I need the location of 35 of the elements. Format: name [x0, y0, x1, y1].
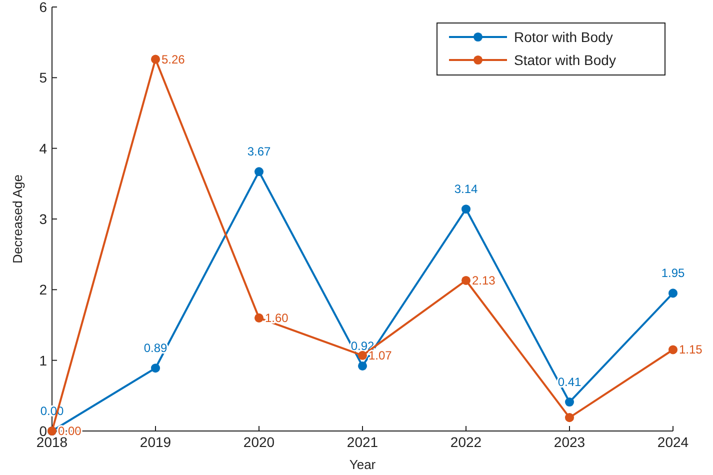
- point: [668, 345, 678, 354]
- point: [150, 54, 160, 64]
- y-tick-label: 3: [39, 211, 48, 227]
- y-tick-label: 2: [39, 282, 48, 298]
- y-tick-label: 5: [39, 70, 48, 86]
- data-label: 3.67: [247, 144, 271, 159]
- point: [564, 398, 574, 407]
- point: [461, 204, 471, 214]
- data-label: 1.95: [661, 266, 685, 280]
- y-tick-label: 6: [39, 0, 48, 15]
- point: [150, 364, 160, 373]
- point: [564, 413, 574, 422]
- x-tick-label: 2023: [554, 434, 586, 450]
- x-tick-label: 2019: [140, 434, 172, 450]
- legend-label: Stator with Body: [514, 52, 616, 68]
- point: [358, 361, 368, 370]
- x-tick-label: 2024: [657, 434, 689, 450]
- x-tick-label: 2021: [346, 434, 378, 450]
- point: [254, 313, 264, 322]
- point: [358, 350, 368, 360]
- x-tick-label: 2020: [243, 434, 275, 450]
- y-tick-label: 1: [39, 352, 48, 368]
- data-label: 3.14: [454, 182, 478, 196]
- data-label: 1.15: [679, 342, 703, 357]
- point: [461, 276, 471, 285]
- y-axis-title: Decreased Age: [10, 174, 25, 264]
- x-tick-label: 2022: [450, 434, 482, 450]
- data-label: 1.60: [265, 310, 289, 325]
- data-label: 5.26: [162, 52, 186, 66]
- point: [254, 167, 264, 176]
- data-label: 2.13: [472, 273, 496, 288]
- y-tick-label: 4: [39, 140, 48, 156]
- x-axis-title: Year: [349, 457, 376, 472]
- point: [668, 288, 678, 298]
- legend-label: Rotor with Body: [514, 29, 613, 45]
